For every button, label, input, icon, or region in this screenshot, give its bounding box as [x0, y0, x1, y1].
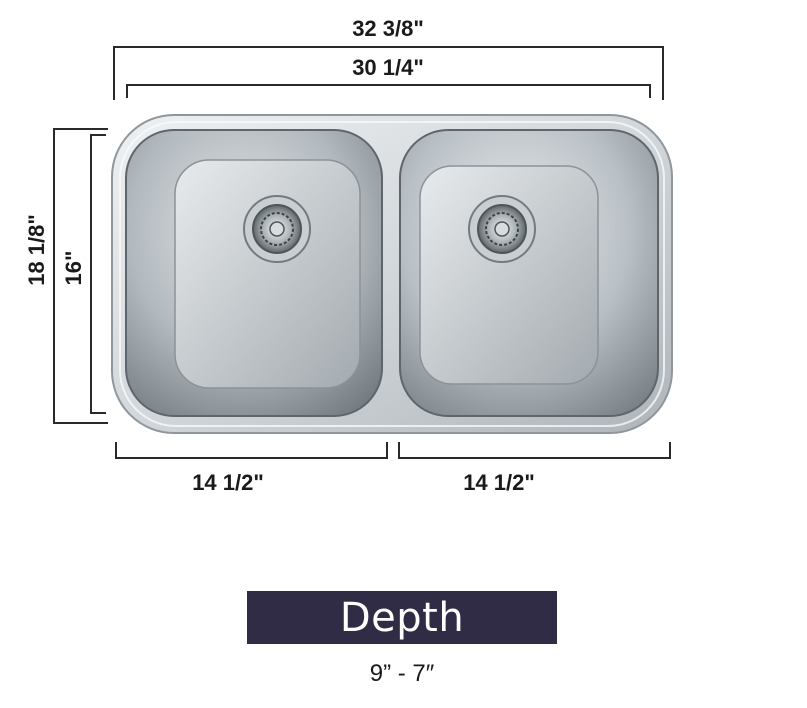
sink-illustration: [111, 114, 673, 434]
bowls-width-label: 30 1/4": [352, 55, 424, 80]
depth-banner: Depth: [247, 591, 557, 644]
bowl-height-dimension: 16": [61, 134, 106, 414]
left-drain-icon: [243, 195, 311, 263]
bowls-width-dimension: 30 1/4": [126, 55, 651, 98]
right-drain-icon: [468, 195, 536, 263]
depth-label: Depth: [339, 594, 465, 641]
left-bowl: [125, 129, 383, 417]
overall-height-dimension: 18 1/8": [24, 128, 108, 424]
overall-height-label: 18 1/8": [24, 214, 49, 286]
left-bowl-width-dimension: 14 1/2": [115, 442, 388, 495]
right-bowl-width-label: 14 1/2": [463, 470, 535, 495]
depth-value: 9” - 7″: [369, 660, 435, 687]
overall-width-dimension: 32 3/8": [113, 16, 664, 100]
right-bowl: [399, 129, 659, 417]
left-bowl-width-label: 14 1/2": [192, 470, 264, 495]
bowl-height-label: 16": [61, 251, 86, 286]
overall-width-label: 32 3/8": [352, 16, 424, 41]
right-bowl-width-dimension: 14 1/2": [398, 442, 671, 495]
